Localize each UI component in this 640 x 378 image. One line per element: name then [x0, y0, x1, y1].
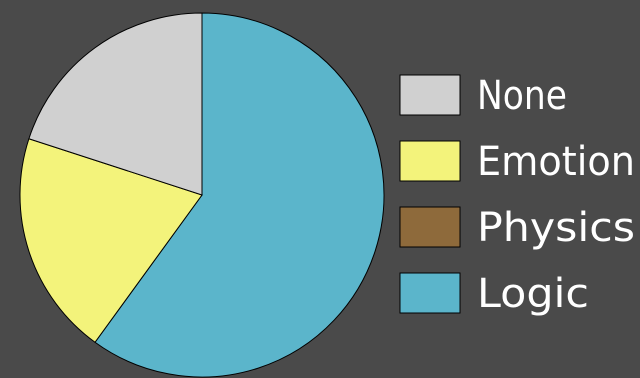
pie-slice-logic	[94, 12, 385, 378]
legend-label-emotion: Emotion	[477, 139, 635, 185]
legend-label-none: None	[477, 73, 567, 119]
pie-slices	[19, 12, 385, 378]
pie-slice-emotion	[19, 138, 203, 343]
legend-swatch-none	[399, 74, 461, 116]
legend-swatch-logic	[399, 272, 461, 314]
legend-swatch-emotion	[399, 140, 461, 182]
legend-swatch-physics	[399, 206, 461, 248]
pie-slice-none	[28, 12, 203, 196]
legend-label-physics: Physics	[477, 205, 635, 251]
legend: None Emotion Physics Logic	[399, 73, 635, 317]
legend-label-logic: Logic	[477, 271, 589, 317]
